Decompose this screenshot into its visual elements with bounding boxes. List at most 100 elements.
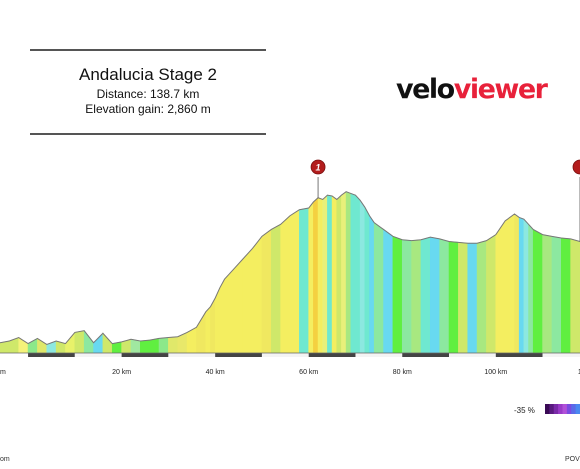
gradient-band-38 [322,194,328,354]
gradient-band-49 [373,222,384,354]
axis-segment-11 [542,353,580,357]
gradient-band-43 [345,191,352,354]
gradient-band-10 [93,332,104,354]
x-tick-label-20: 20 km [112,369,131,376]
stage-title: Andalucia Stage 2 [79,65,217,84]
gradient-band-27 [233,257,244,354]
gradient-band-53 [411,239,422,354]
legend-swatch-4 [562,404,568,414]
legend-swatch-2 [553,404,559,414]
gradient-band-57 [448,241,459,354]
axis-segment-9 [449,353,496,357]
climb-marker-label-0: 1 [316,163,321,173]
gradient-band-35 [308,201,314,354]
gradient-band-62 [495,219,506,354]
climb-marker-1[interactable] [572,159,580,175]
axis-segment-2 [121,353,169,357]
gradient-band-51 [392,235,403,354]
gradient-band-63 [504,213,515,354]
elevation-outline [0,191,580,345]
gradient-band-22 [205,305,211,354]
gradient-band-7 [65,331,76,354]
legend-swatch-1 [549,404,555,414]
axis-segment-8 [402,353,450,357]
x-tick-label-60: 60 km [299,369,318,376]
gradient-band-9 [83,329,94,354]
x-tick-label-40: 40 km [206,369,225,376]
legend-swatch-5 [566,404,572,414]
climb-markers: 1 [310,159,580,242]
gradient-band-41 [336,194,342,354]
gradient-band-15 [140,339,150,354]
gradient-band-4 [37,337,48,354]
axis-segment-3 [168,353,216,357]
gradient-band-45 [355,194,361,354]
gradient-band-59 [467,242,478,354]
gradient-band-60 [476,240,487,354]
gradient-band-33 [289,209,300,354]
gradient-band-48 [369,214,375,354]
gradient-band-71 [560,237,571,354]
gradient-band-58 [458,242,469,354]
gradient-band-14 [130,338,141,354]
axis-segment-0 [28,353,75,357]
gradient-band-18 [168,336,179,354]
legend-min-label: -35 % [514,406,535,415]
veloviewer-logo: veloviewer [396,74,548,106]
gradient-band-34 [299,207,310,354]
gradient-band-42 [341,191,347,354]
legend-swatch-7 [575,404,580,414]
x-tick-label-100: 100 km [484,369,507,376]
gradient-band-69 [542,234,553,354]
gradient-band-61 [486,234,497,354]
gradient-band-21 [196,310,207,354]
footer-right-text: POV [565,456,580,463]
gradient-band-44 [350,193,356,354]
legend-swatch-3 [558,404,563,414]
legend-swatch-0 [545,404,550,414]
gradient-band-30 [261,228,272,354]
gradient-band-17 [158,337,169,354]
gradient-band-72 [570,238,580,354]
gradient-band-64 [514,213,520,354]
gradient-band-39 [327,194,333,354]
climb-marker-0[interactable] [310,159,326,175]
legend-swatch-6 [571,404,577,414]
logo-part-viewer: viewer [453,74,548,105]
gradient-band-29 [252,235,263,354]
gradient-band-31 [270,223,281,354]
axis-segment-7 [355,353,403,357]
gradient-band-46 [359,199,366,354]
gradient-band-28 [242,247,253,354]
gradient-band-68 [532,228,543,354]
gradient-legend: -35 % [514,404,580,415]
elevation-profile-chart: 20 km 40 km 60 km 80 km 100 km 120 km m 1 -35 … [0,159,580,415]
gradient-band-32 [280,215,291,354]
x-tick-label-0: m [0,369,6,376]
gradient-band-16 [149,338,160,354]
footer-left-text: om [0,456,10,463]
stage-title-box: Andalucia Stage 2 Distance: 138.7 km Ele… [30,49,266,135]
gradient-band-54 [420,236,431,354]
gradient-band-52 [401,239,412,354]
axis-segment-5 [261,353,309,357]
gradient-band-67 [528,223,534,354]
stage-elevation-gain: Elevation gain: 2,860 m [85,102,211,116]
gradient-band-56 [439,238,450,354]
gradient-band-26 [224,268,235,354]
axis-segment-6 [308,353,356,357]
logo-part-velo: velo [396,74,455,105]
gradient-band-55 [430,236,440,354]
gradient-band-40 [331,195,338,354]
gradient-band-25 [219,279,225,354]
gradient-band-2 [18,337,29,354]
x-axis: 20 km 40 km 60 km 80 km 100 km 120 km m [0,352,580,376]
x-tick-label-120: 120 km [578,369,580,376]
gradient-band-37 [317,197,324,354]
gradient-band-65 [518,217,525,354]
x-tick-label-80: 80 km [393,369,412,376]
gradient-band-70 [551,235,562,354]
gradient-band-8 [74,330,85,354]
gradient-band-19 [177,331,188,354]
axis-segment-1 [74,353,122,357]
